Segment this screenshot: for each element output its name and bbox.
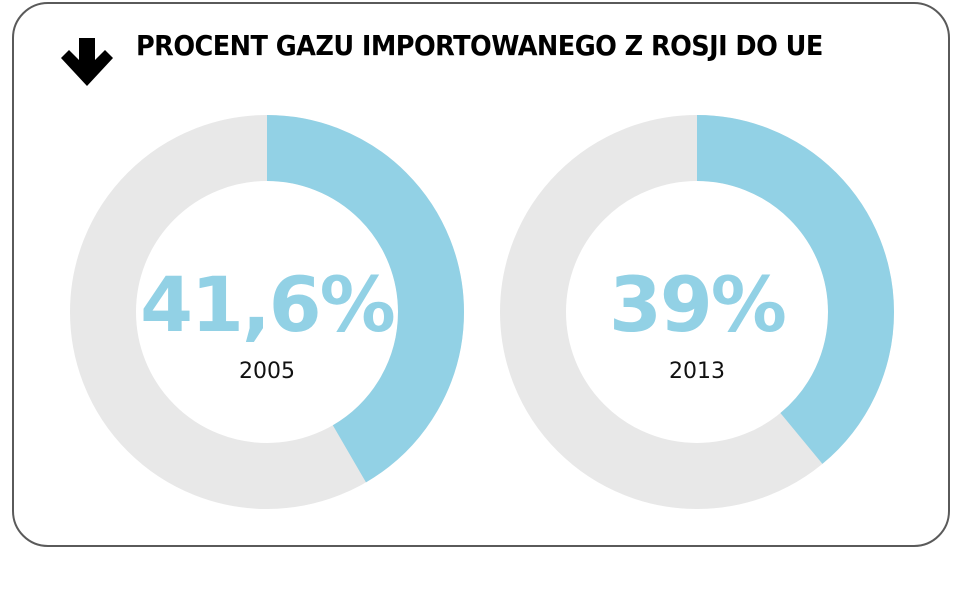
- year-label: 2013: [669, 359, 725, 384]
- percent-value: 41,6%: [140, 260, 396, 349]
- donut-chart-2005: 41,6% 2005: [70, 115, 464, 509]
- percent-value: 39%: [609, 260, 787, 349]
- donut-ring: [500, 115, 894, 509]
- arrow-down-icon: [61, 38, 113, 86]
- year-label: 2005: [239, 359, 295, 384]
- chart-title: PROCENT GAZU IMPORTOWANEGO Z ROSJI DO UE: [136, 30, 823, 62]
- chart-frame: [12, 2, 950, 547]
- donut-ring: [70, 115, 464, 509]
- donut-chart-2013: 39% 2013: [500, 115, 894, 509]
